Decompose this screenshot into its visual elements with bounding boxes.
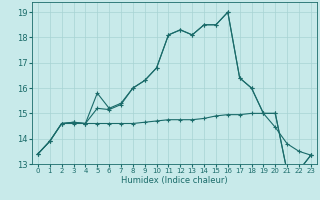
- X-axis label: Humidex (Indice chaleur): Humidex (Indice chaleur): [121, 176, 228, 185]
